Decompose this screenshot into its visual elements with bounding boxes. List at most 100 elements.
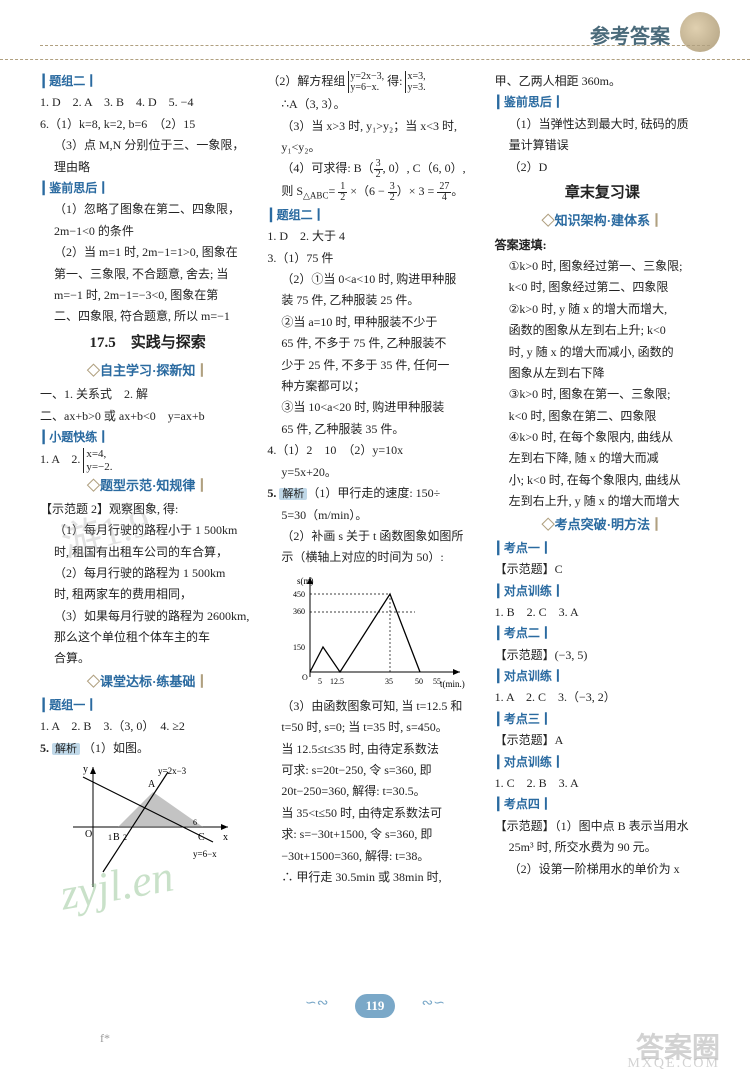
c3-kd4sf: 【示范题】（1）图中点 B 表示当用水 <box>495 816 710 836</box>
c1-jq2d: 二、四象限, 符合题意, 所以 m=−1 <box>40 306 255 326</box>
svg-text:6: 6 <box>193 818 197 827</box>
c3-kd1sf: 【示范题】C <box>495 559 710 579</box>
svg-text:12.5: 12.5 <box>330 677 344 686</box>
svg-text:5: 5 <box>318 677 322 686</box>
flower-icon <box>680 12 720 52</box>
c2-g232g: ③当 10<a<20 时, 购进甲种服装 <box>267 397 482 417</box>
svg-text:A: A <box>148 779 156 790</box>
c3-d4d: 左到右上升, y 随 x 的增大而增大 <box>495 491 710 511</box>
eq2a: x=3, <box>407 71 425 82</box>
c2-g25: 5. 解析（1）甲行走的速度: 150÷ <box>267 483 482 504</box>
c2-g232d: 65 件, 不多于 75 件, 乙种服装不 <box>267 333 482 353</box>
brace1: y=2x−3, y=6−x. <box>348 71 384 93</box>
sub-tixing: ◇题型示范·知规律┃ <box>40 475 255 497</box>
c2-l4: （4）可求得: B（32, 0）, C（6, 0）, <box>267 158 482 180</box>
c1-sf2-3b: 那么这个单位租个体车主的车 <box>40 627 255 647</box>
chapter-title: 章末复习课 <box>495 181 710 207</box>
c2-l3: （3）当 x>3 时, y₁>y₂；当 x<3 时, <box>267 116 482 136</box>
c1-zx2: 二、ax+b>0 或 ax+b<0 y=ax+b <box>40 406 255 426</box>
c3-kd4sfb: 25m³ 时, 所交水费为 90 元。 <box>495 837 710 857</box>
c1-jq1b: 2m−1<0 的条件 <box>40 221 255 241</box>
c1-sf2-3: （3）如果每月行驶的路程为 2600km, <box>40 606 255 626</box>
sub-zhishi-text: 知识架构·建体系 <box>555 213 650 228</box>
c2-g232e: 少于 25 件, 不多于 35 件, 任何一 <box>267 355 482 375</box>
c2-g25g: 当 12.5≤t≤35 时, 由待定系数法 <box>267 739 482 759</box>
c3-kd2sf: 【示范题】(−3, 5) <box>495 645 710 665</box>
label-kd1: 考点一 <box>495 538 552 558</box>
f2d: 2 <box>338 193 347 203</box>
c2-g25l: −30t+1500=360, 解得: t=38。 <box>267 846 482 866</box>
c3-d3: ③k>0 时, 图象在第一、三象限; <box>495 384 710 404</box>
l5c: ×（6 − <box>347 184 388 198</box>
svg-text:55: 55 <box>433 677 441 686</box>
c1-line1: 1. D 2. A 3. B 4. D 5. −4 <box>40 92 255 112</box>
label-kd1dl: 对点训练 <box>495 581 564 601</box>
label-kd2dl: 对点训练 <box>495 666 564 686</box>
c3-jh1: （1）当弹性达到最大时, 砝码的质 <box>495 114 710 134</box>
kl1-eq1: x=4, <box>86 448 106 460</box>
eq2b: y=3. <box>407 82 425 93</box>
c3-d3b: k<0 时, 图象在第二、四象限 <box>495 406 710 426</box>
sub-kaodian: ◇考点突破·明方法┃ <box>495 514 710 536</box>
label-kuailian: 小题快练 <box>40 427 109 447</box>
c1-kt5: 5. 解析 5. 解析（1）如图。（1）如图。 <box>40 738 255 759</box>
c1-sf2-2: （2）每月行驶的路程为 1 500km <box>40 563 255 583</box>
c1-sf2-1b: 时, 租国有出租车公司的车合算， <box>40 542 255 562</box>
c3-d4b: 左到右下降, 随 x 的增大而减 <box>495 448 710 468</box>
svg-text:450: 450 <box>293 590 305 599</box>
c2-l1: （2）解方程组 y=2x−3, y=6−x. 得: x=3, y=3. <box>267 71 482 93</box>
c2-g25j: 当 35<t≤50 时, 由待定系数法可 <box>267 803 482 823</box>
c1-jq2b: 第一、三象限, 不合题意, 舍去; 当 <box>40 264 255 284</box>
tag-jiexi2: 解析 <box>279 488 307 500</box>
c1-line6-3: （3）点 M,N 分别位于三、一象限， <box>40 135 255 155</box>
c2-g25b: 5=30（m/min）。 <box>267 505 482 525</box>
svg-text:35: 35 <box>385 677 393 686</box>
svg-text:B: B <box>113 832 120 843</box>
c2-g25i: 20t−250=360, 解得: t=30.5。 <box>267 781 482 801</box>
c1-line6: 6.（1）k=8, k=2, b=6 （2）15 <box>40 114 255 134</box>
label-kd4: 考点四 <box>495 794 552 814</box>
c1-kl1-a: 1. A 2. <box>40 452 80 466</box>
l5d: ）× 3 = <box>397 184 438 198</box>
svg-text:x: x <box>223 832 228 843</box>
c3-kd4sf2: （2）设第一阶梯用水的单价为 x <box>495 859 710 879</box>
c2-l3b: y₁<y₂。 <box>267 137 482 157</box>
c3-da: 答案速填: <box>495 235 710 255</box>
c1-kl1: 1. A 2. x=4, y=−2. <box>40 448 255 472</box>
svg-text:t(min.): t(min.) <box>440 679 465 689</box>
chart-2: s(m) t(min.) O 450 360 150 5 12.5 35 50 … <box>285 572 465 692</box>
c2-g25e: （3）由函数图象可知, 当 t=12.5 和 <box>267 696 482 716</box>
c2-g232h: 65 件, 乙种服装 35 件。 <box>267 419 482 439</box>
header-divider <box>40 45 710 46</box>
c3-d4c: 小; k<0 时, 在每个象限内, 曲线从 <box>495 470 710 490</box>
eq1a: y=2x−3, <box>350 71 384 82</box>
svg-text:y=2x−3: y=2x−3 <box>158 766 187 776</box>
c3-kd3sf: 【示范题】A <box>495 730 710 750</box>
label-kd2: 考点二 <box>495 623 552 643</box>
sub-ketang: ◇课堂达标·练基础┃ <box>40 671 255 693</box>
l5a: 则 S <box>281 184 303 198</box>
label-kd3dl: 对点训练 <box>495 752 564 772</box>
page-number: 119 <box>355 994 395 1018</box>
c1-jq2: （2）当 m=1 时, 2m−1=1>0, 图象在 <box>40 242 255 262</box>
sub-zizhu: ◇自主学习·探新知┃ <box>40 360 255 382</box>
sub-zhishi: ◇知识架构·建体系┃ <box>495 210 710 232</box>
c2-g25c: （2）补画 s 关于 t 函数图象如图所 <box>267 526 482 546</box>
watermark-3: 答案圈 <box>636 1026 720 1066</box>
tag-jiexi: 解析 <box>52 743 80 755</box>
brace2: x=3, y=3. <box>405 71 425 93</box>
watermark-4: MXQE.COM <box>627 1056 720 1072</box>
l5b: = <box>328 184 338 198</box>
brace-eq: x=4, y=−2. <box>83 448 112 472</box>
label-jianhou: 鉴前思后 <box>495 92 564 112</box>
svg-text:y: y <box>83 764 88 775</box>
c3-top1: 甲、乙两人相距 360m。 <box>495 71 710 91</box>
c1-sf2-3c: 合算。 <box>40 648 255 668</box>
l5e: 。 <box>451 184 463 198</box>
c2-g25m: ∴ 甲行走 30.5min 或 38min 时, <box>267 867 482 887</box>
f1d: 2 <box>374 170 383 180</box>
svg-text:O: O <box>302 673 308 682</box>
c2-g25f: t=50 时, s=0; 当 t=35 时, s=450。 <box>267 717 482 737</box>
c3-kd2dl: 1. A 2. C 3.（−3, 2） <box>495 687 710 707</box>
c1-sf2: 【示范题 2】观察图象, 得: <box>40 499 255 519</box>
